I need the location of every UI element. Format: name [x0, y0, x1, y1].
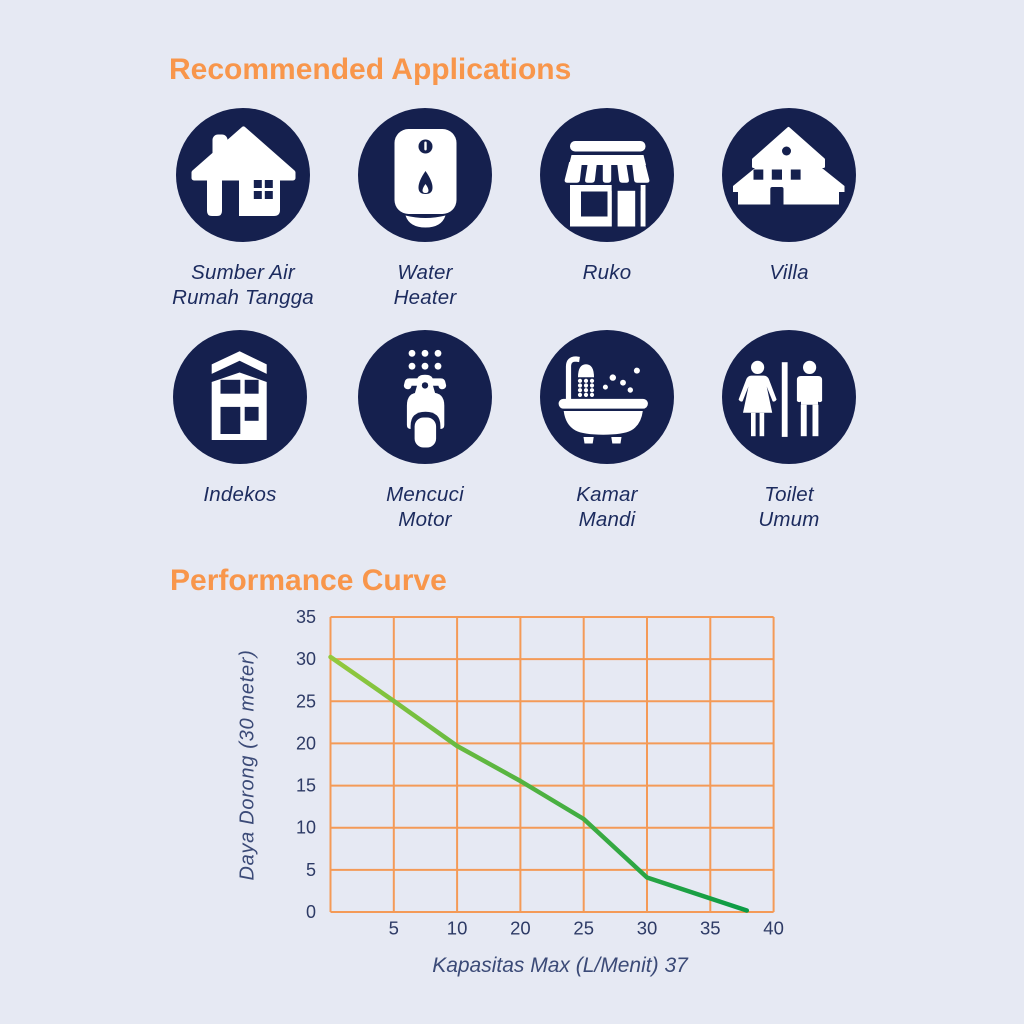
svg-text:5: 5 [389, 918, 399, 939]
svg-text:20: 20 [510, 918, 531, 939]
svg-text:0: 0 [306, 902, 316, 922]
svg-text:30: 30 [296, 649, 316, 669]
svg-text:10: 10 [296, 818, 316, 838]
svg-text:20: 20 [296, 733, 316, 753]
svg-text:35: 35 [296, 607, 316, 627]
svg-text:15: 15 [296, 776, 316, 796]
svg-text:35: 35 [700, 918, 721, 939]
svg-text:Kapasitas Max (L/Menit) 37: Kapasitas Max (L/Menit) 37 [432, 954, 689, 977]
svg-text:25: 25 [296, 691, 316, 711]
svg-text:30: 30 [637, 918, 658, 939]
svg-text:25: 25 [573, 918, 594, 939]
svg-text:40: 40 [763, 918, 784, 939]
svg-text:10: 10 [447, 918, 468, 939]
svg-text:5: 5 [306, 860, 316, 880]
